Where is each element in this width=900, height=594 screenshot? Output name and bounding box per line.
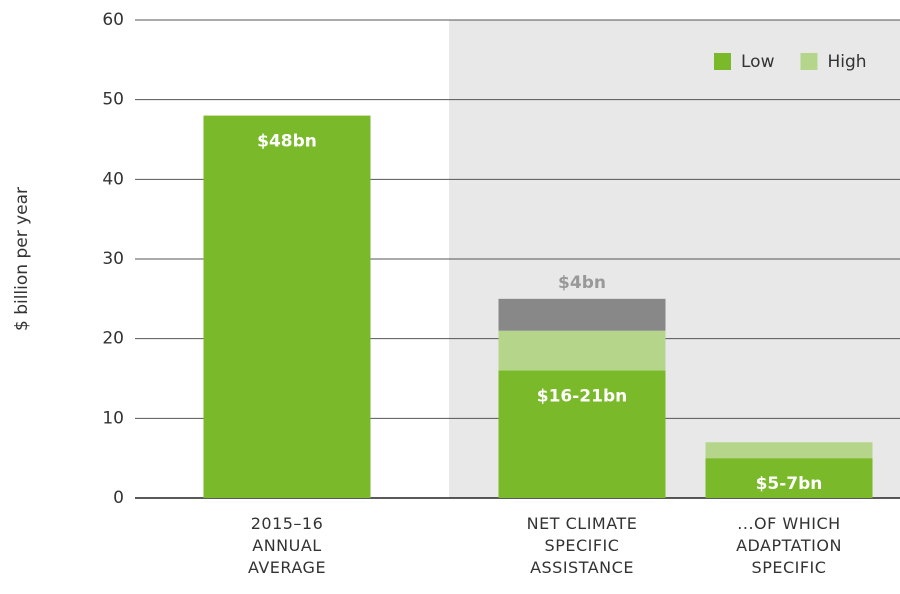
y-tick-label: 60 [102,10,124,30]
y-tick-label: 40 [102,169,124,189]
value-label: $4bn [558,273,606,293]
legend-label: Low [741,52,775,72]
legend-swatch [714,53,731,70]
value-label: $48bn [257,132,317,152]
y-tick-label: 20 [102,329,124,349]
x-tick-label: 2015–16 ANNUAL AVERAGE [247,514,327,577]
value-label: $5-7bn [756,474,823,494]
bar-segment [498,330,666,371]
legend-label: High [827,52,866,72]
x-tick-label: NET CLIMATE SPECIFIC ASSISTANCE [526,514,638,577]
y-tick-label: 10 [102,408,124,428]
y-tick-label: 50 [102,90,124,110]
x-tick-label: ...OF WHICH ADAPTATION SPECIFIC [736,514,842,577]
bar-segment [203,115,371,498]
bar-segment [498,370,666,498]
bar-segment [705,458,873,498]
y-axis-label: $ billion per year [12,187,32,331]
bar-segment [705,442,873,459]
legend-swatch [800,53,818,70]
y-tick-label: 0 [113,488,124,508]
value-label: $16-21bn [537,387,627,407]
y-tick-label: 30 [102,249,124,269]
bar-segment [498,298,666,331]
